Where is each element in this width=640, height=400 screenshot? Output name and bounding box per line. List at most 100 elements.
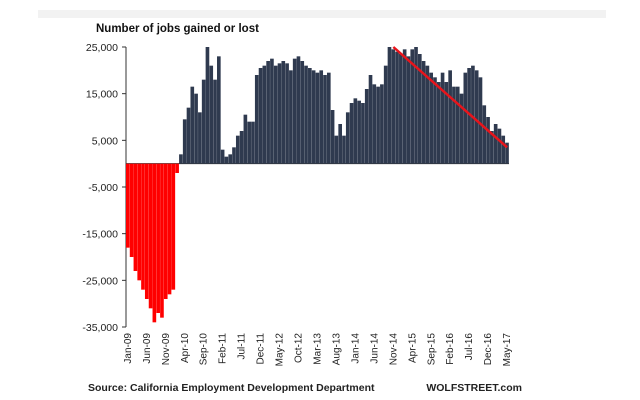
bar-gain [425,65,430,164]
bar-gain [304,65,308,164]
bar-gain [228,154,233,164]
bar-gain [224,156,229,164]
x-tick-label: Dec-16 [483,333,494,366]
bar-gain [455,86,460,164]
bar-loss [156,163,160,313]
bar-gain [402,49,407,164]
y-tick-label: 5,000 [92,135,118,147]
x-tick-label: Oct-12 [294,333,305,363]
bar-gain [205,47,210,164]
bar-gain [300,61,305,164]
bar-series [126,47,509,323]
x-tick-label: Feb-11 [218,333,229,364]
bar-gain [467,68,471,164]
bar-loss [175,163,179,173]
bar-gain [345,112,350,164]
bar-gain [444,82,449,164]
y-tick-label: 25,000 [86,42,118,54]
bar-gain [417,54,422,164]
bar-loss [163,163,168,299]
bar-loss [160,163,164,318]
bar-gain [285,63,289,164]
bar-gain [334,135,339,164]
bar-gain [311,70,316,164]
bar-gain [493,124,498,164]
bar-gain [182,119,187,164]
bar-gain [414,47,418,164]
bar-gain [486,117,490,164]
bar-gain [323,75,327,164]
bar-gain [497,128,502,164]
bar-loss [141,163,145,290]
bar-gain [349,103,354,164]
chart-title: Number of jobs gained or lost [96,23,259,35]
bar-gain [342,135,346,164]
bar-gain [217,56,221,164]
x-tick-label: Jun-14 [369,333,380,364]
bar-gain [391,49,396,164]
bar-gain [273,65,278,164]
x-axis-ticks: Jan-09 Jun-09 Nov-09 Apr-10 Sep-10 Feb-11 Jul-… [123,333,513,367]
x-tick-label: Apr-15 [407,333,418,363]
bar-gain [383,65,388,164]
bar-gain [399,54,403,164]
bar-gain [190,86,195,164]
bar-gain [459,93,464,164]
bar-gain [368,75,373,164]
bar-gain [308,68,312,164]
bar-loss [137,163,142,281]
bar-gain [247,121,251,164]
bar-gain [194,93,198,164]
bar-gain [387,47,392,164]
bar-gain [281,61,286,164]
bar-gain [471,65,475,164]
bar-gain [448,70,452,164]
x-tick-label: Aug-13 [331,333,342,366]
bar-gain [179,154,183,164]
credit-note: WOLFSTREET.com [426,382,522,394]
y-axis-ticks: 25,000 15,000 5,000 -5,000 -15,000 -25,000 -35… [82,42,126,334]
bar-loss [126,163,130,248]
y-tick-label: -25,000 [82,275,118,287]
x-tick-label: May-12 [275,333,286,367]
bar-gain [213,79,217,164]
top-divider [38,10,606,18]
bar-gain [474,70,479,164]
bar-gain [277,63,282,164]
bar-gain [266,61,270,164]
bar-loss [167,163,172,295]
bar-gain [243,114,248,164]
bar-gain [258,68,263,164]
x-tick-label: Jul-16 [464,333,475,361]
bar-gain [209,65,214,164]
bar-gain [433,77,437,164]
bar-gain [395,51,399,164]
bar-gain [319,70,324,164]
bar-gain [235,135,240,164]
bar-gain [353,98,358,164]
bar-gain [478,77,483,164]
x-tick-label: Apr-10 [180,333,191,363]
bar-gain [372,84,377,164]
bar-gain [186,107,191,164]
bar-gain [505,142,509,164]
bar-gain [410,49,415,164]
bar-gain [429,72,434,164]
bar-gain [232,147,236,164]
bar-gain [357,100,361,164]
y-tick-label: -35,000 [82,322,118,334]
x-tick-label: Sep-15 [426,333,437,366]
y-tick-label: -15,000 [82,229,118,241]
bar-gain [501,135,506,164]
bar-gain [380,84,384,164]
bar-gain [198,112,202,164]
x-tick-label: Dec-11 [256,333,267,365]
y-tick-label: 15,000 [86,89,118,101]
bar-gain [254,75,259,164]
bar-gain [296,56,301,164]
bar-gain [220,149,225,164]
bar-gain [463,72,468,164]
bar-gain [251,121,255,164]
